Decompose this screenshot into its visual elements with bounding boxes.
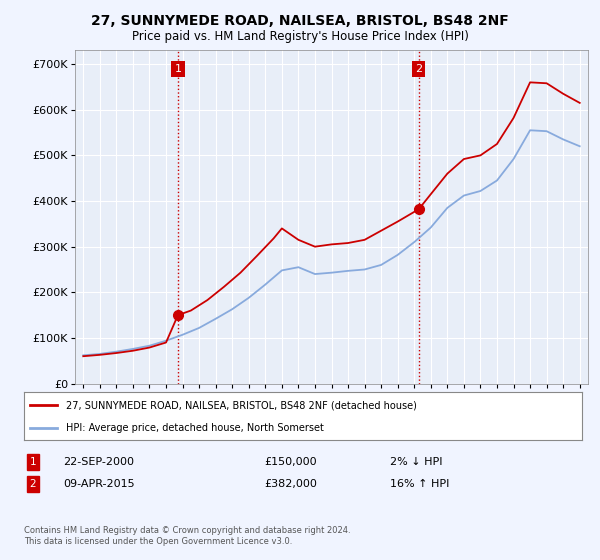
Text: 09-APR-2015: 09-APR-2015: [63, 479, 134, 489]
Text: Price paid vs. HM Land Registry's House Price Index (HPI): Price paid vs. HM Land Registry's House …: [131, 30, 469, 43]
Text: £382,000: £382,000: [264, 479, 317, 489]
Text: 1: 1: [175, 64, 181, 74]
Text: 27, SUNNYMEDE ROAD, NAILSEA, BRISTOL, BS48 2NF: 27, SUNNYMEDE ROAD, NAILSEA, BRISTOL, BS…: [91, 14, 509, 28]
Text: £150,000: £150,000: [264, 457, 317, 467]
Text: 16% ↑ HPI: 16% ↑ HPI: [390, 479, 449, 489]
Text: 2: 2: [415, 64, 422, 74]
Text: HPI: Average price, detached house, North Somerset: HPI: Average price, detached house, Nort…: [66, 423, 324, 433]
Text: 1: 1: [29, 457, 37, 467]
Text: Contains HM Land Registry data © Crown copyright and database right 2024.
This d: Contains HM Land Registry data © Crown c…: [24, 526, 350, 546]
Text: 27, SUNNYMEDE ROAD, NAILSEA, BRISTOL, BS48 2NF (detached house): 27, SUNNYMEDE ROAD, NAILSEA, BRISTOL, BS…: [66, 400, 417, 410]
Text: 2% ↓ HPI: 2% ↓ HPI: [390, 457, 443, 467]
Text: 22-SEP-2000: 22-SEP-2000: [63, 457, 134, 467]
Text: 2: 2: [29, 479, 37, 489]
